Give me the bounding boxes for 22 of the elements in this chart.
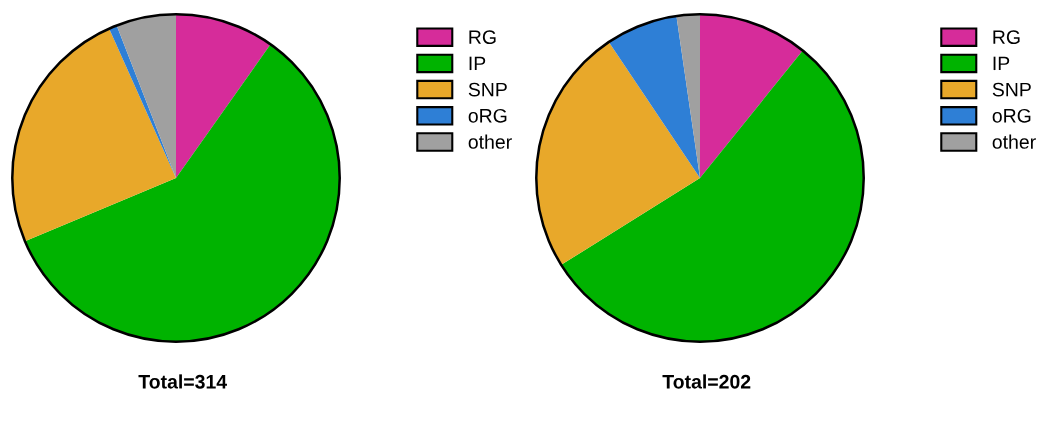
- pie-slice: [12, 28, 176, 242]
- pie-slice: [561, 50, 864, 342]
- legend-label: oRG: [468, 108, 507, 123]
- pie-slice: [700, 14, 803, 178]
- legend-label: other: [992, 134, 1036, 149]
- text: Total=314: [138, 374, 227, 389]
- legend-label: SNP: [992, 82, 1031, 97]
- legend-label: oRG: [992, 108, 1031, 123]
- text: Total=202: [662, 374, 751, 389]
- legend-label: SNP: [468, 82, 507, 97]
- pie-slice: [109, 25, 176, 178]
- pie-slice: [176, 14, 271, 178]
- pie-slice: [24, 44, 340, 342]
- legend-label: IP: [993, 56, 1010, 71]
- legend-label: IP: [469, 56, 486, 71]
- legend-label: other: [468, 134, 512, 149]
- pie-slice: [608, 15, 700, 178]
- pie-slice: [536, 42, 700, 265]
- pie-slice: [116, 14, 176, 178]
- legend-label: RG: [469, 30, 496, 45]
- legend-label: RG: [993, 30, 1020, 45]
- pie-slice: [676, 14, 700, 178]
